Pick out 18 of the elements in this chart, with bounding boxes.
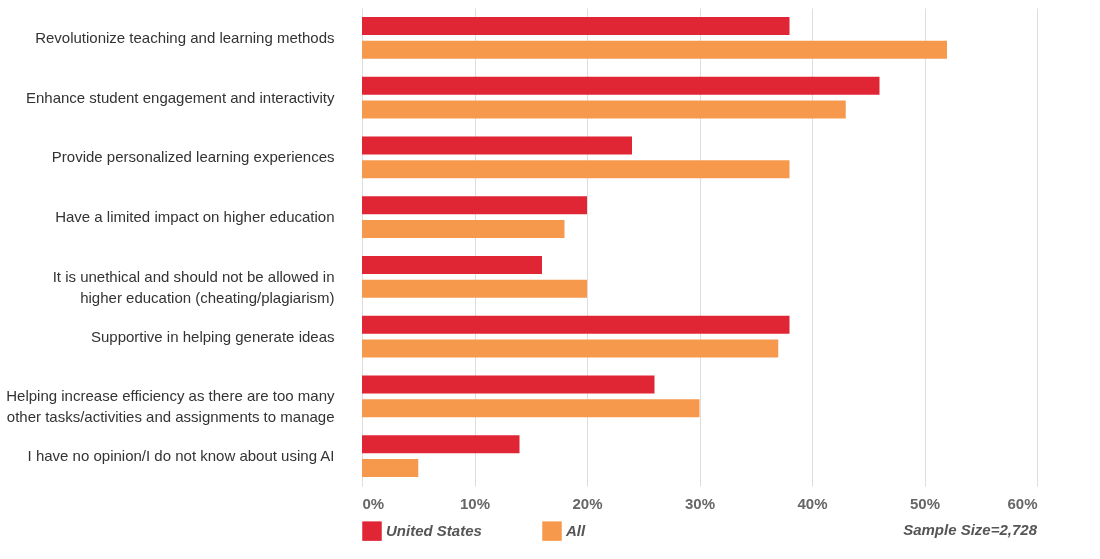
y-tick-label: I have no opinion/I do not know about using AI (27, 447, 335, 465)
x-tick-label: 0% (362, 494, 385, 512)
y-tick-label: Provide personalized learning experiences (51, 148, 335, 166)
x-tick-label: 40% (797, 494, 828, 512)
legend-label: All (565, 522, 586, 540)
x-tick-label: 60% (1007, 494, 1038, 512)
x-tick-label: 50% (909, 494, 941, 512)
x-tick-label: 30% (684, 494, 716, 512)
y-tick-label: Helping increase efficiency as there are too many other tasks/activities and assignments to manage (6, 387, 335, 426)
y-tick-label: Supportive in helping generate ideas (90, 327, 335, 345)
legend-label: United States (386, 522, 482, 540)
y-tick-label: Have a limited impact on higher education (55, 208, 335, 226)
y-tick-label: Enhance student engagement and interactivity (25, 88, 335, 106)
x-tick-label: 20% (572, 494, 603, 512)
x-tick-label: 10% (459, 494, 491, 512)
text: Sample Size=2,728 (903, 521, 1038, 538)
y-tick-label: It is unethical and should not be allowed in higher education (cheating/plagiarism) (52, 267, 335, 306)
y-tick-label: Revolutionize teaching and learning methods (35, 28, 335, 46)
